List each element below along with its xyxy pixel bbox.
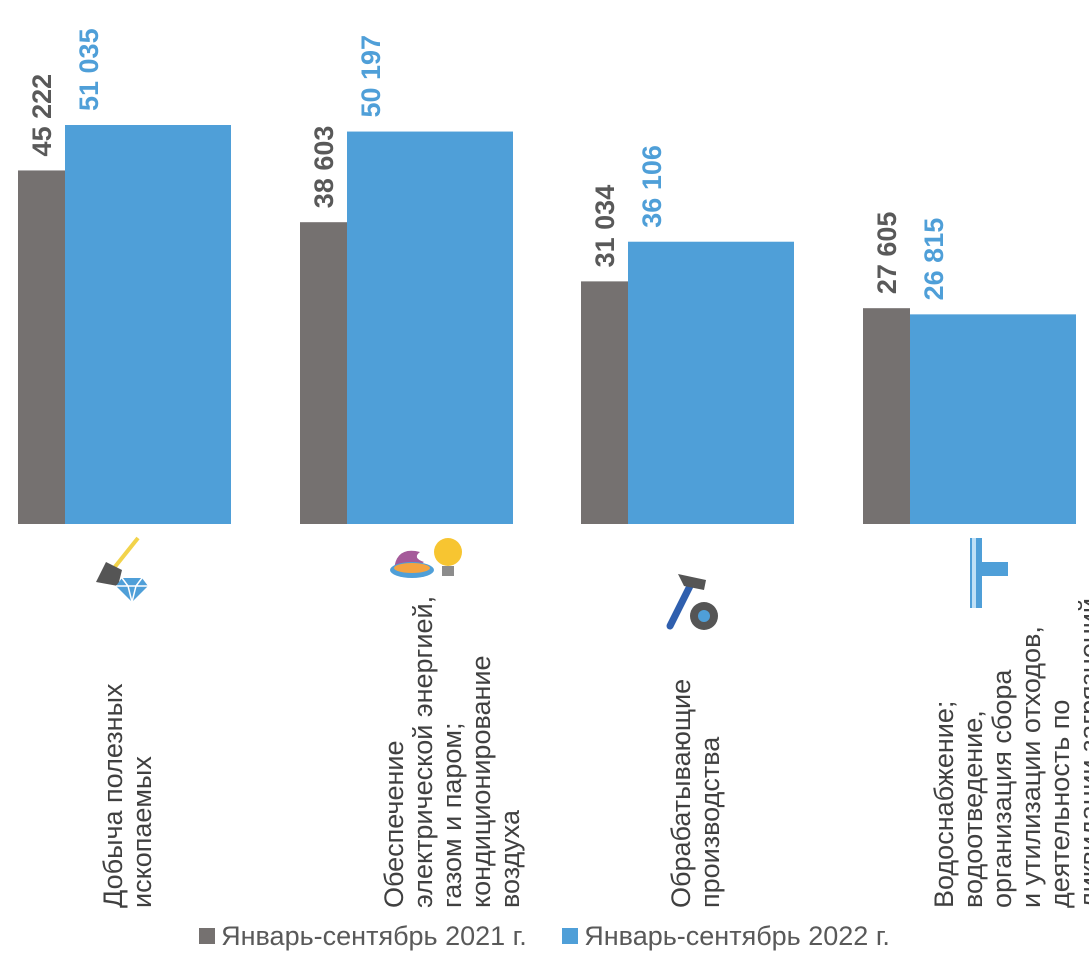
hammer-gear-icon (666, 574, 718, 630)
shovel-diamond-icon (96, 536, 148, 603)
bar-2022-3 (628, 241, 794, 524)
category-label-3-line-1: Обрабатывающие (666, 679, 696, 908)
bar-2021-1 (18, 170, 65, 524)
category-label-3-line-2: производства (695, 736, 725, 908)
category-label-4-line-5: деятельность по (1045, 700, 1075, 908)
category-label-2-line-4: кондиционирование (466, 655, 496, 908)
legend-swatch-2021 (199, 928, 216, 944)
category-label-4-line-2: водоотведение, (958, 710, 988, 908)
data-label-2021-4: 27 605 (872, 212, 902, 295)
category-label-4-line-4: и утилизации отходов, (1016, 626, 1046, 908)
legend-swatch-2022 (562, 928, 579, 944)
category-label-4-line-1: Водоснабжение; (929, 701, 959, 908)
bar-2021-3 (581, 281, 628, 524)
data-label-2022-1: 51 035 (74, 28, 104, 111)
legend-label-2022: Январь-сентябрь 2022 г. (584, 920, 890, 951)
category-label-1-line-1: Добыча полезных (98, 683, 128, 908)
data-label-2022-2: 50 197 (356, 35, 386, 118)
category-label-1-line-2: ископаемых (127, 756, 157, 908)
category-label-2-line-5: воздуха (495, 809, 525, 908)
category-label-4-line-3: организация сбора (987, 669, 1017, 908)
category-label-4-line-6: ликвидации загрязнений (1074, 598, 1089, 908)
legend-item-2021: Январь-сентябрь 2021 г. (199, 921, 527, 952)
data-label-2022-3: 36 106 (637, 145, 667, 228)
bar-2021-2 (300, 222, 347, 524)
data-label-2021-2: 38 603 (309, 126, 339, 209)
category-label-2-line-3: газом и паром; (437, 723, 467, 908)
data-label-2022-4: 26 815 (919, 218, 949, 301)
bar-2022-1 (65, 125, 231, 524)
category-label-2-line-1: Обеспечение (379, 740, 409, 908)
data-label-2021-3: 31 034 (590, 185, 620, 268)
water-pipe-icon (970, 538, 1008, 608)
legend-item-2022: Январь-сентябрь 2022 г. (562, 921, 890, 952)
legend-label-2021: Январь-сентябрь 2021 г. (221, 920, 527, 951)
flame-lightbulb-icon (390, 538, 462, 578)
data-label-2021-1: 45 222 (27, 74, 57, 157)
bar-2022-2 (347, 131, 513, 524)
bar-2021-4 (863, 308, 910, 524)
bar-2022-4 (910, 314, 1076, 524)
chart-legend: Январь-сентябрь 2021 г. Январь-сентябрь … (0, 920, 1089, 952)
category-label-2-line-2: электрической энергией, (408, 596, 438, 908)
